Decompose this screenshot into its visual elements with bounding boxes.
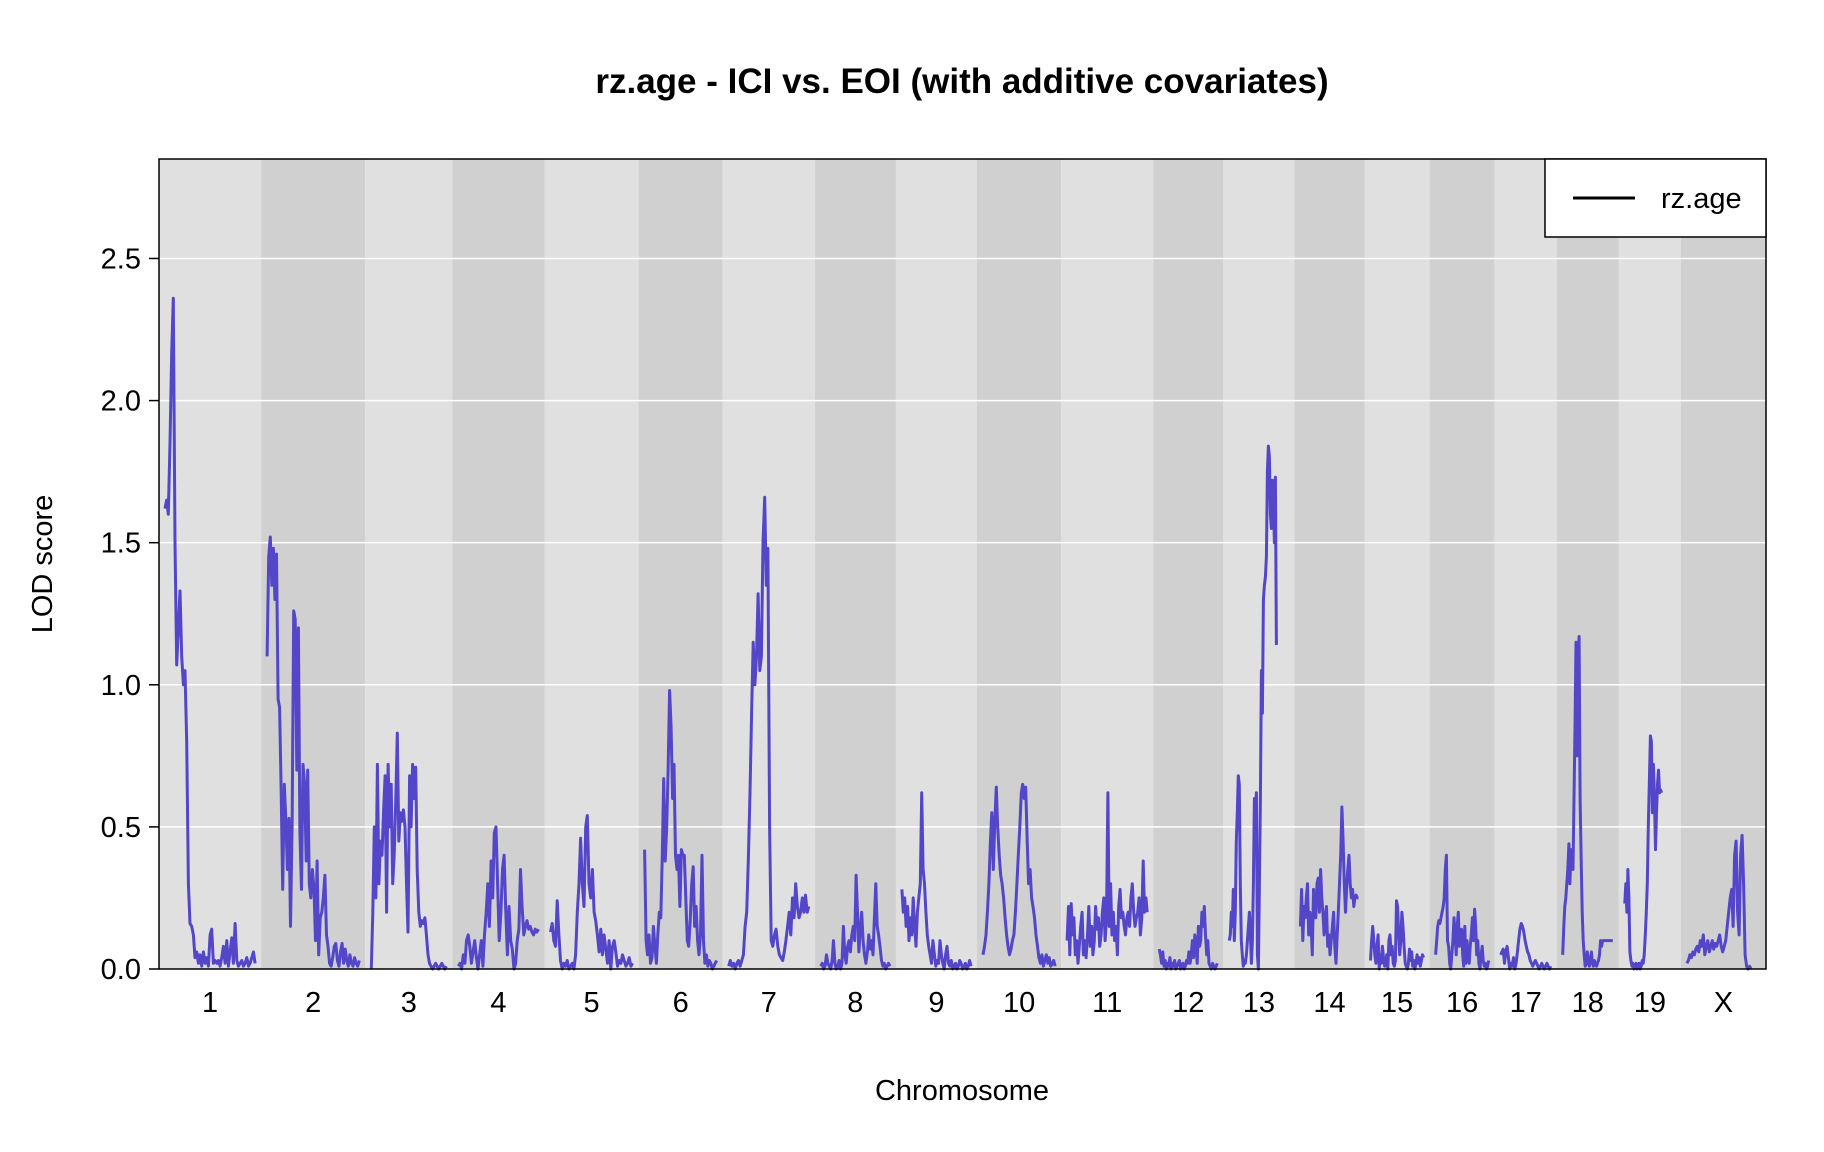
band-chr-9 xyxy=(895,159,978,969)
band-chr-14 xyxy=(1294,159,1365,969)
lod-line-chr-19 xyxy=(1623,734,1664,971)
gridlines xyxy=(159,257,1766,828)
band-chr-16 xyxy=(1429,159,1495,969)
y-axis: 0.0 0.5 1.0 1.5 2.0 2.5 xyxy=(101,243,159,986)
lod-line-chr-15 xyxy=(1369,899,1425,971)
x-axis-label: Chromosome xyxy=(875,1075,1049,1107)
band-chr-17 xyxy=(1494,159,1557,969)
x-tick-label: X xyxy=(1714,987,1733,1019)
band-chr-X xyxy=(1680,159,1766,969)
x-tick-label: 4 xyxy=(490,987,506,1019)
chart-title: rz.age - ICI vs. EOI (with additive cova… xyxy=(595,62,1328,101)
x-tick-label: 11 xyxy=(1092,987,1122,1019)
x-tick-label: 3 xyxy=(401,987,417,1019)
lod-line-chr-2 xyxy=(265,535,361,968)
y-tick-label: 0.0 xyxy=(101,954,141,986)
y-tick-label: 1.0 xyxy=(101,670,141,702)
band-chr-19 xyxy=(1618,159,1681,969)
lod-line-chr-6 xyxy=(643,689,719,971)
x-tick-label: 9 xyxy=(928,987,944,1019)
band-chr-12 xyxy=(1153,159,1224,969)
lod-line-chr-18 xyxy=(1561,635,1614,968)
band-chr-15 xyxy=(1364,159,1430,969)
x-tick-label: 12 xyxy=(1172,987,1204,1019)
lod-line-chr-1 xyxy=(163,296,257,968)
x-tick-label: 6 xyxy=(673,987,689,1019)
band-chr-4 xyxy=(452,159,545,969)
legend: rz.age xyxy=(1544,158,1767,238)
x-tick-label: 15 xyxy=(1381,987,1413,1019)
lod-line-chr-16 xyxy=(1434,853,1491,971)
x-tick-label: 8 xyxy=(847,987,863,1019)
x-axis: 1 2 3 4 5 6 7 8 9 10 11 12 13 14 15 16 17 18 19 X xyxy=(202,987,1733,1019)
y-tick-label: 1.5 xyxy=(101,528,141,560)
x-tick-label: 1 xyxy=(202,987,218,1019)
lod-line-chr-3 xyxy=(369,731,448,971)
lod-line-chr-X xyxy=(1685,833,1753,971)
y-tick-label: 0.5 xyxy=(101,812,141,844)
lod-line-chr-4 xyxy=(457,825,540,971)
x-tick-label: 17 xyxy=(1510,987,1542,1019)
lod-line-chr-12 xyxy=(1157,905,1219,971)
band-chr-8 xyxy=(814,159,896,969)
x-tick-label: 18 xyxy=(1572,987,1604,1019)
legend-label: rz.age xyxy=(1661,183,1742,215)
plot-frame xyxy=(158,158,1767,970)
x-tick-label: 7 xyxy=(761,987,777,1019)
lod-line-chr-7 xyxy=(727,495,811,971)
x-tick-label: 10 xyxy=(1003,987,1035,1019)
band-chr-5 xyxy=(544,159,639,969)
band-chr-6 xyxy=(638,159,723,969)
x-tick-label: 16 xyxy=(1446,987,1478,1019)
x-tick-label: 14 xyxy=(1313,987,1345,1019)
chromosome-bands xyxy=(159,159,1766,969)
lod-line-chr-8 xyxy=(819,873,892,971)
x-tick-label: 2 xyxy=(305,987,321,1019)
y-tick-label: 2.0 xyxy=(101,386,141,418)
band-chr-2 xyxy=(261,159,366,969)
y-axis-label: LOD score xyxy=(27,495,59,634)
lod-lines xyxy=(163,296,1753,971)
lod-line-chr-11 xyxy=(1065,791,1149,965)
lod-line-chr-17 xyxy=(1499,922,1553,971)
x-tick-label: 19 xyxy=(1634,987,1666,1019)
lod-line-chr-10 xyxy=(981,782,1057,968)
lod-line-chr-14 xyxy=(1298,805,1359,965)
lod-line-chr-5 xyxy=(549,814,634,971)
lod-line-chr-9 xyxy=(900,791,973,971)
lod-line-chr-13 xyxy=(1227,444,1278,971)
x-tick-label: 13 xyxy=(1243,987,1275,1019)
y-tick-label: 2.5 xyxy=(101,243,141,275)
band-chr-18 xyxy=(1556,159,1619,969)
x-tick-label: 5 xyxy=(583,987,599,1019)
